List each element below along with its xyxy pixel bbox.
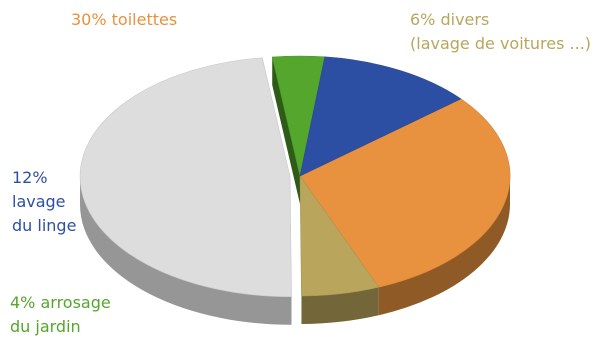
label-linge-line3: du linge xyxy=(12,216,77,235)
label-jardin-line2: du jardin xyxy=(10,317,81,336)
label-jardin: 4% arrosage du jardin xyxy=(10,291,111,339)
slice-1 xyxy=(299,175,380,297)
label-divers: 6% divers (lavage de voitures ...) xyxy=(410,8,591,56)
label-divers-line2: (lavage de voitures ...) xyxy=(410,34,592,53)
label-divers-line1: 6% divers xyxy=(410,10,490,29)
label-toilettes-line1: 30% toilettes xyxy=(71,10,178,29)
label-linge: 12% lavage du linge xyxy=(12,166,76,238)
label-linge-line2: lavage xyxy=(12,192,66,211)
label-jardin-line1: 4% arrosage xyxy=(10,293,111,312)
slice-2 xyxy=(79,57,292,297)
slice-side-2 xyxy=(80,176,292,325)
pie-tops xyxy=(79,55,511,297)
pie-sides xyxy=(80,57,510,325)
label-linge-line1: 12% xyxy=(12,168,48,187)
slice-4 xyxy=(299,56,462,177)
label-toilettes: 30% toilettes xyxy=(71,8,177,32)
slice-0 xyxy=(299,98,511,288)
slice-side-0 xyxy=(378,176,510,316)
slice-side-1 xyxy=(301,287,379,324)
slice-cut-wall-3 xyxy=(272,57,300,204)
